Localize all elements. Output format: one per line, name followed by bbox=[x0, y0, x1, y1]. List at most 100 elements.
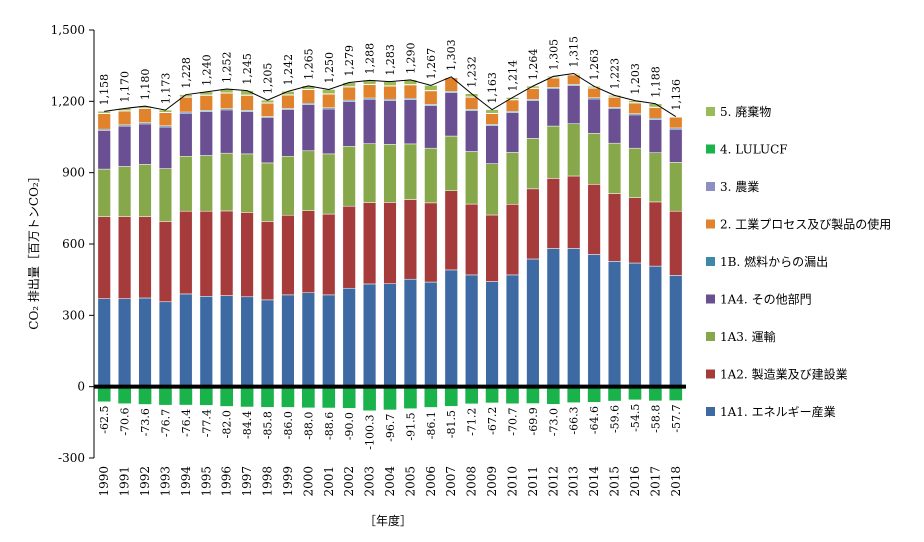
legend-swatch-1 bbox=[706, 144, 715, 154]
bar-segment-2006-2 bbox=[424, 147, 438, 204]
bar-segment-2016-3 bbox=[628, 114, 642, 149]
bar-lulucf-1999 bbox=[281, 386, 295, 408]
y-tick-6: -300 bbox=[58, 451, 85, 465]
bar-segment-1996-0 bbox=[220, 295, 234, 387]
x-tick-1991: 1991 bbox=[118, 466, 132, 497]
bar-segment-2017-2 bbox=[648, 152, 662, 203]
bar-lulucf-1993 bbox=[159, 386, 172, 405]
bar-segment-2009-1 bbox=[485, 214, 499, 282]
x-tick-1996: 1996 bbox=[220, 466, 234, 497]
bar-segment-1992-5 bbox=[138, 108, 152, 123]
total-label-2003: 1,288 bbox=[364, 43, 377, 75]
bar-segment-1997-5 bbox=[240, 95, 254, 111]
bar-segment-2014-2 bbox=[587, 133, 601, 185]
bar-segment-1991-2 bbox=[118, 166, 132, 217]
bar-segment-2003-1 bbox=[363, 202, 377, 285]
y-tick-3: 600 bbox=[62, 237, 85, 251]
bar-segment-2015-5 bbox=[607, 97, 622, 108]
y-axis-label: CO₂ 排出量［百万トンCO₂］ bbox=[27, 170, 41, 329]
bar-lulucf-2013 bbox=[567, 386, 581, 403]
lulucf-label-2017: -58.8 bbox=[649, 405, 662, 433]
bar-segment-2006-5 bbox=[424, 90, 438, 105]
bar-segment-1991-1 bbox=[118, 216, 132, 299]
bar-segment-2006-0 bbox=[424, 281, 438, 387]
bar-lulucf-2007 bbox=[444, 386, 458, 407]
bar-segment-2002-0 bbox=[342, 287, 356, 387]
bar-segment-2015-0 bbox=[607, 261, 622, 387]
bar-lulucf-2018 bbox=[669, 386, 683, 401]
bar-segment-1994-5 bbox=[179, 97, 193, 113]
bar-segment-2003-2 bbox=[363, 143, 377, 203]
bar-segment-1996-5 bbox=[220, 92, 234, 109]
x-tick-1998: 1998 bbox=[261, 466, 275, 497]
lulucf-label-2006: -86.1 bbox=[425, 411, 438, 439]
bar-lulucf-2005 bbox=[404, 386, 417, 409]
lulucf-label-1990: -62.5 bbox=[98, 406, 111, 434]
lulucf-label-2008: -71.2 bbox=[466, 408, 479, 436]
lulucf-label-2000: -88.0 bbox=[302, 412, 315, 440]
bar-segment-2004-7 bbox=[383, 81, 397, 86]
bar-segment-2016-2 bbox=[628, 147, 642, 198]
legend-swatch-2 bbox=[706, 182, 715, 191]
lulucf-label-2010: -70.7 bbox=[506, 407, 519, 435]
lulucf-label-2009: -67.2 bbox=[486, 407, 499, 435]
bar-segment-2015-2 bbox=[607, 142, 622, 194]
bar-segment-2014-3 bbox=[587, 98, 601, 134]
bar-segment-2003-3 bbox=[363, 98, 377, 144]
bar-segment-1993-3 bbox=[158, 126, 173, 169]
bar-lulucf-1995 bbox=[199, 386, 213, 406]
bar-segment-2002-2 bbox=[342, 146, 356, 207]
bar-segment-2011-0 bbox=[526, 258, 540, 387]
bar-segment-2012-5 bbox=[546, 77, 560, 88]
bar-segment-2007-2 bbox=[444, 135, 458, 191]
bar-segment-1997-1 bbox=[240, 212, 254, 298]
total-label-1996: 1,252 bbox=[221, 51, 234, 83]
x-tick-2018: 2018 bbox=[669, 466, 683, 497]
bar-segment-2007-3 bbox=[444, 92, 458, 137]
lulucf-label-2012: -73.0 bbox=[547, 408, 560, 436]
total-label-2005: 1,290 bbox=[404, 42, 417, 74]
y-tick-1: 1,200 bbox=[51, 94, 85, 108]
legend-entry-8: 1A1. エネルギー産業 bbox=[720, 404, 836, 419]
bar-segment-1998-2 bbox=[260, 162, 275, 222]
bar-segment-1991-5 bbox=[118, 110, 132, 126]
x-tick-2016: 2016 bbox=[628, 466, 642, 497]
total-label-2014: 1,263 bbox=[588, 49, 601, 81]
bar-segment-1997-3 bbox=[240, 111, 254, 155]
bar-segment-1995-2 bbox=[199, 155, 213, 212]
total-label-1992: 1,180 bbox=[139, 69, 152, 101]
lulucf-label-1995: -77.4 bbox=[200, 409, 213, 437]
bar-segment-2001-0 bbox=[322, 294, 336, 387]
bar-lulucf-1990 bbox=[97, 386, 111, 402]
bar-lulucf-1996 bbox=[220, 386, 234, 407]
bar-segment-1996-1 bbox=[220, 210, 234, 296]
bar-segment-2014-1 bbox=[587, 184, 601, 255]
lulucf-label-1998: -85.8 bbox=[262, 411, 275, 439]
bar-segment-1995-1 bbox=[199, 210, 213, 297]
bar-segment-1995-5 bbox=[199, 95, 213, 111]
bar-segment-1999-2 bbox=[281, 156, 295, 216]
total-label-1994: 1,228 bbox=[180, 57, 193, 89]
bar-segment-2001-5 bbox=[322, 93, 336, 109]
bar-segment-2006-7 bbox=[424, 85, 438, 91]
bar-segment-2011-3 bbox=[526, 100, 540, 139]
total-label-1993: 1,173 bbox=[159, 73, 172, 105]
bar-segment-2010-0 bbox=[505, 274, 520, 387]
lulucf-label-1997: -84.4 bbox=[241, 411, 254, 439]
total-label-2012: 1,305 bbox=[547, 39, 560, 71]
bar-segment-2000-5 bbox=[301, 89, 315, 104]
bar-segment-2004-1 bbox=[383, 202, 397, 284]
bar-segment-2002-3 bbox=[342, 101, 356, 147]
bar-segment-1990-1 bbox=[97, 216, 111, 299]
bar-segment-2010-1 bbox=[505, 204, 520, 276]
bar-segment-1992-1 bbox=[138, 216, 152, 299]
bar-segment-2000-1 bbox=[301, 210, 315, 293]
x-tick-2001: 2001 bbox=[322, 466, 336, 497]
legend-swatch-7 bbox=[706, 369, 715, 379]
bar-segment-2015-1 bbox=[607, 193, 622, 262]
bar-segment-1993-2 bbox=[158, 168, 173, 222]
lulucf-label-2014: -64.6 bbox=[588, 406, 601, 434]
bar-segment-1993-1 bbox=[158, 221, 173, 303]
y-tick-5: 0 bbox=[77, 380, 85, 394]
bar-segment-2018-3 bbox=[669, 128, 683, 163]
